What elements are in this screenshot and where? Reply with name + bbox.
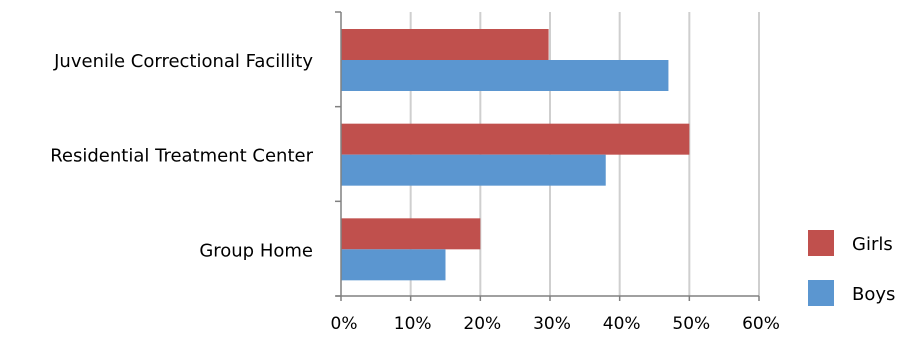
bar-boys xyxy=(341,249,446,281)
bars xyxy=(341,29,690,281)
legend-label-girls: Girls xyxy=(852,234,893,255)
x-tick-labels: 0% 10% 20% 30% 40% 50% 60% xyxy=(331,314,780,334)
x-tick-label: 40% xyxy=(603,314,641,334)
legend-swatch-girls xyxy=(808,230,834,256)
x-tick-label: 50% xyxy=(672,314,710,334)
bar-boys xyxy=(341,154,606,186)
bar-girls xyxy=(341,218,481,250)
category-label: Group Home xyxy=(199,240,313,261)
axes xyxy=(335,11,760,301)
bar-boys xyxy=(341,60,669,91)
x-tick-label: 30% xyxy=(533,314,571,334)
x-tick-label: 0% xyxy=(331,314,358,334)
legend-label-boys: Boys xyxy=(852,284,895,305)
legend: Girls Boys xyxy=(808,230,895,306)
category-label: Residential Treatment Center xyxy=(50,146,313,167)
category-labels: Juvenile Correctional Facillity Residenti… xyxy=(50,51,313,261)
x-tick-label: 10% xyxy=(394,314,432,334)
legend-swatch-boys xyxy=(808,280,834,306)
x-tick-label: 60% xyxy=(742,314,780,334)
x-tick-label: 20% xyxy=(463,314,501,334)
bar-girls xyxy=(341,29,549,60)
category-label: Juvenile Correctional Facillity xyxy=(53,51,313,72)
bar-girls xyxy=(341,123,690,155)
